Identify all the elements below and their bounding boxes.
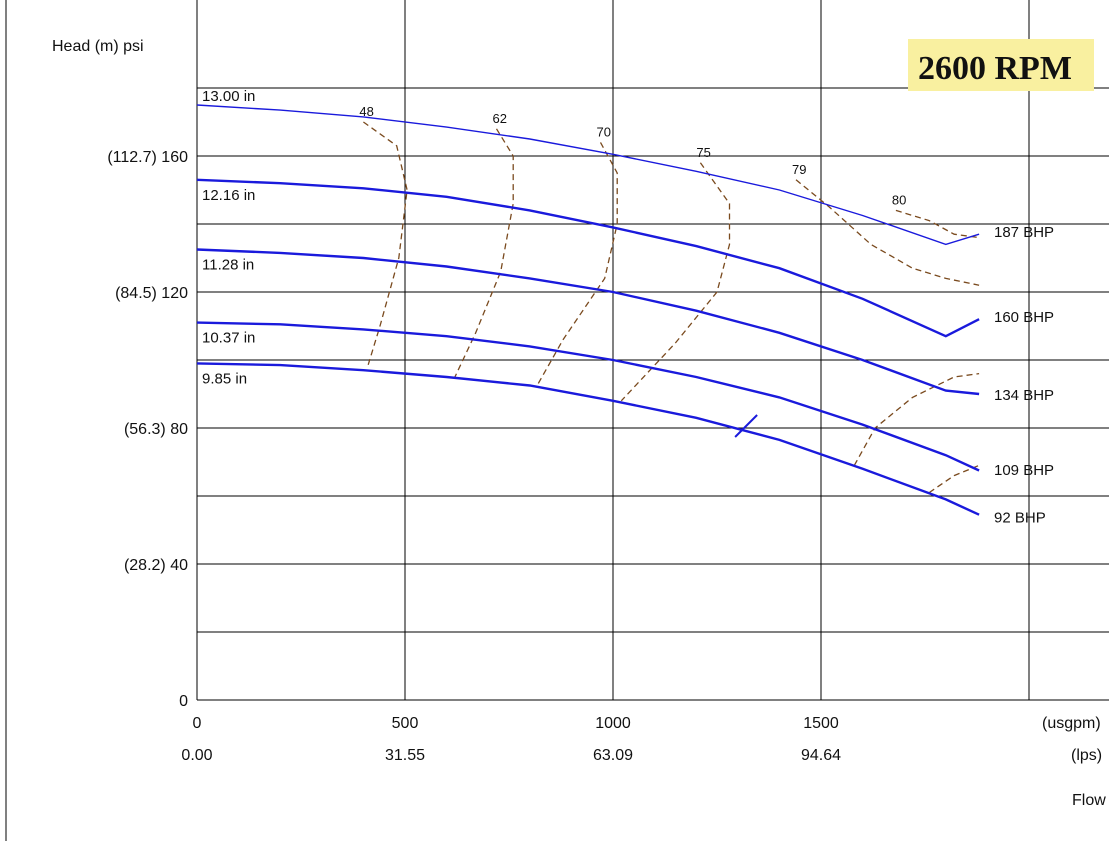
efficiency-label: 75 [696, 145, 710, 160]
x-unit-primary: (usgpm) [1042, 715, 1101, 732]
axis-labels: 0 (28.2) 40 (56.3) 80 (84.5) 120 (112.7) 160… [107, 149, 841, 764]
impeller-curve [196, 248, 980, 396]
impeller-diameter-label: 12.16 in [202, 187, 255, 204]
impeller-curve [196, 178, 980, 338]
y-tick-label: (28.2) 40 [124, 557, 188, 574]
x-tick-sublabel: 94.64 [801, 747, 841, 764]
bep-marker [734, 414, 758, 438]
y-tick-label: (84.5) 120 [115, 285, 188, 302]
impeller-curve [196, 362, 980, 516]
x-tick-sublabel: 0.00 [181, 747, 212, 764]
efficiency-curve [853, 372, 980, 466]
axes [196, 0, 1109, 701]
efficiency-curve [620, 162, 731, 402]
y-tick-label: 0 [179, 693, 188, 710]
impeller-diameter-label: 10.37 in [202, 330, 255, 347]
impeller-diameter-label: 13.00 in [202, 88, 255, 105]
rpm-badge-background [908, 39, 1094, 91]
efficiency-label: 79 [792, 162, 806, 177]
y-axis-header: Head (m) psi [52, 38, 144, 55]
x-unit-secondary: (lps) [1071, 747, 1102, 764]
grid [197, 0, 1109, 700]
efficiency-curve [795, 179, 980, 286]
impeller-curve [196, 104, 980, 246]
bhp-label: 109 BHP [994, 462, 1054, 479]
efficiency-curve [363, 121, 408, 367]
efficiency-curve [537, 142, 618, 385]
efficiency-label: 80 [892, 192, 906, 207]
bhp-label: 92 BHP [994, 509, 1046, 526]
x-tick-label: 500 [392, 715, 419, 732]
bhp-label: 160 BHP [994, 309, 1054, 326]
x-tick-label: 1500 [803, 715, 839, 732]
bhp-label: 134 BHP [994, 387, 1054, 404]
impeller-diameter-label: 11.28 in [202, 257, 254, 274]
y-tick-label: (112.7) 160 [107, 149, 188, 166]
x-tick-sublabel: 31.55 [385, 747, 425, 764]
bhp-label: 187 BHP [994, 224, 1054, 241]
rpm-badge: 2600 RPM [908, 39, 1094, 91]
impeller-curve [196, 321, 980, 472]
plot-area [197, 0, 1109, 700]
y-tick-label: (56.3) 80 [124, 421, 188, 438]
x-tick-sublabel: 63.09 [593, 747, 633, 764]
efficiency-label: 70 [597, 124, 611, 139]
efficiency-curve [895, 209, 980, 239]
efficiency-label: 48 [359, 104, 373, 119]
impeller-diameter-label: 9.85 in [202, 370, 247, 387]
efficiency-curves: 48 62 70 75 79 80 [359, 104, 980, 494]
efficiency-label: 62 [493, 111, 507, 126]
efficiency-curve [928, 464, 980, 494]
impeller-curves: 13.00 in 12.16 in 11.28 in 10.37 in 9.85 in 1… [196, 88, 1054, 526]
x-tick-label: 0 [193, 715, 202, 732]
x-axis-title: Flow [1072, 792, 1106, 809]
rpm-label: 2600 RPM [918, 50, 1072, 87]
x-tick-label: 1000 [595, 715, 631, 732]
